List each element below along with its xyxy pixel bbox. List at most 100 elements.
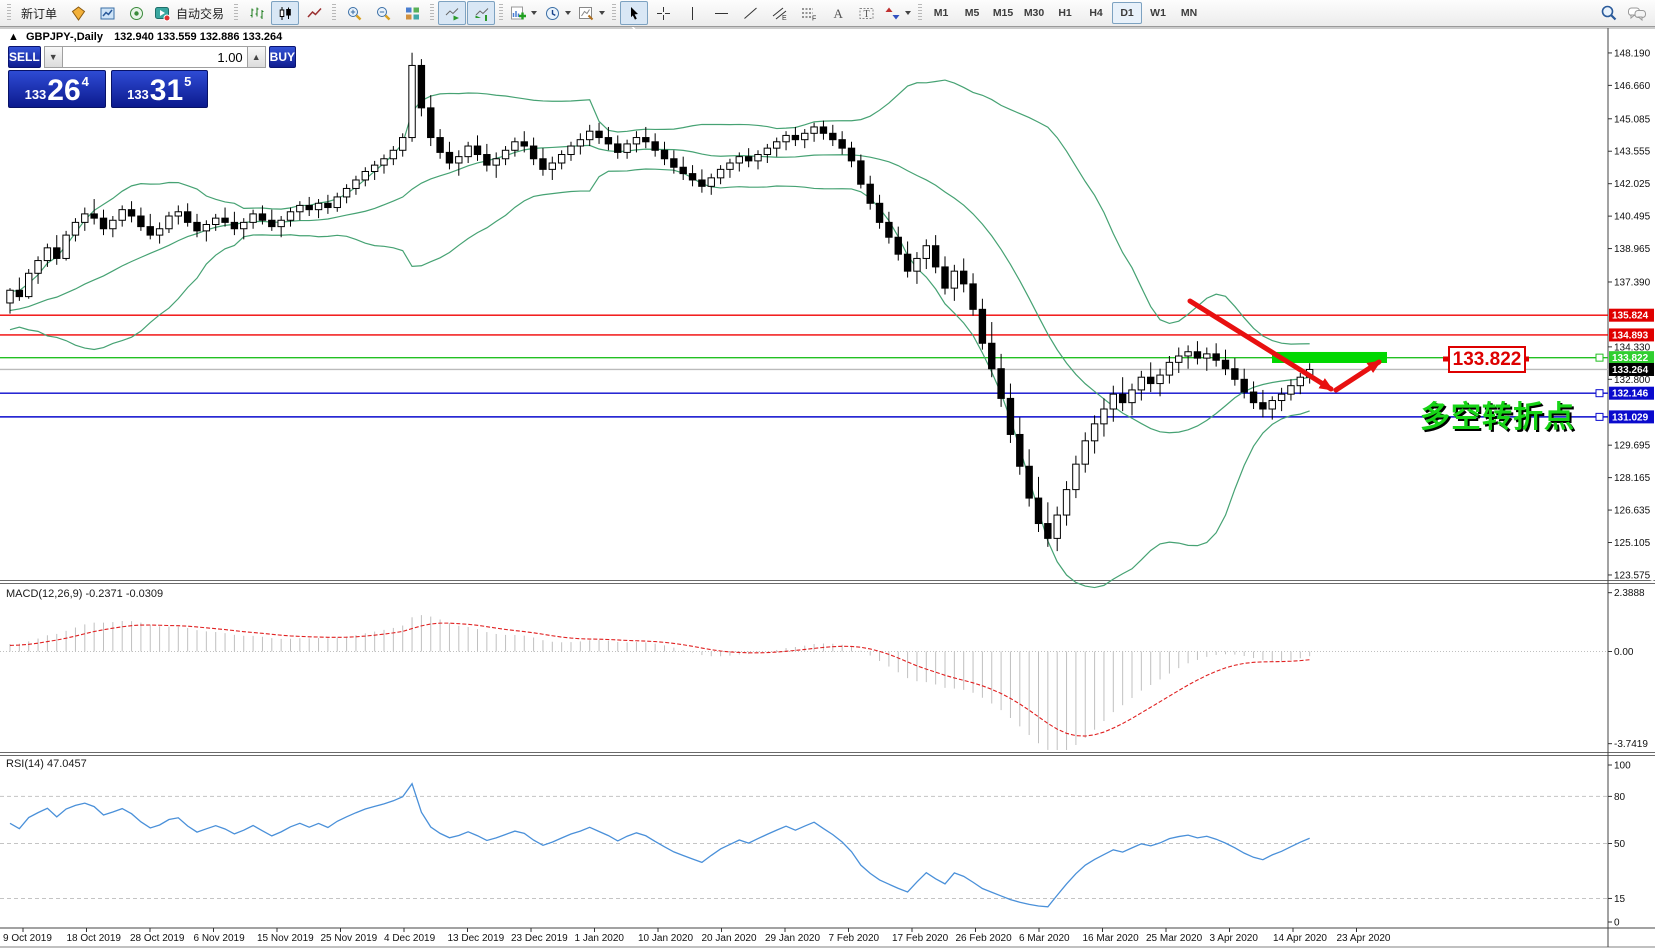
line-end-marker bbox=[1595, 353, 1604, 362]
line-chart-icon bbox=[306, 7, 322, 18]
symbol-header: ▲ GBPJPY-,Daily 132.940 133.559 132.886 … bbox=[8, 31, 282, 43]
timeframe-h1-button[interactable]: H1 bbox=[1058, 7, 1072, 19]
horizontal-line-icon bbox=[714, 12, 728, 14]
candle bbox=[875, 202, 884, 223]
candle bbox=[586, 130, 594, 141]
timeframe-w1-button[interactable]: W1 bbox=[1150, 7, 1166, 19]
fibonacci-tool-button[interactable]: F bbox=[794, 1, 822, 25]
zoom-out-button[interactable] bbox=[369, 1, 397, 25]
candle bbox=[1044, 523, 1052, 539]
candle bbox=[679, 166, 687, 175]
auto-scroll-button[interactable] bbox=[438, 1, 467, 25]
candle bbox=[1259, 402, 1267, 410]
candle bbox=[903, 253, 912, 272]
timeframe-d1-button[interactable]: D1 bbox=[1112, 2, 1143, 24]
period-button[interactable] bbox=[541, 1, 574, 25]
vertical-line-icon bbox=[691, 6, 693, 20]
arrows-tool-button[interactable] bbox=[881, 1, 914, 25]
buy-button[interactable]: BUY bbox=[268, 46, 297, 68]
candle bbox=[913, 257, 921, 272]
svg-text:25 Mar 2020: 25 Mar 2020 bbox=[1146, 933, 1203, 944]
zoom-in-button[interactable] bbox=[340, 1, 368, 25]
sell-price-button[interactable]: 133 26 4 bbox=[8, 70, 106, 108]
buy-price-button[interactable]: 133 31 5 bbox=[110, 70, 208, 108]
candle bbox=[165, 215, 173, 230]
chat-button[interactable] bbox=[1623, 1, 1651, 25]
chart-shift-button[interactable] bbox=[467, 1, 496, 25]
text-tool-button[interactable]: A bbox=[823, 1, 851, 25]
candle bbox=[399, 137, 407, 151]
svg-text:134.893: 134.893 bbox=[1612, 330, 1649, 341]
svg-text:3 Apr 2020: 3 Apr 2020 bbox=[1210, 933, 1259, 944]
svg-text:146.660: 146.660 bbox=[1614, 81, 1651, 92]
bollinger-middle bbox=[9, 144, 1310, 434]
horizontal-line-tool-button[interactable] bbox=[707, 1, 735, 25]
candle bbox=[34, 260, 42, 274]
candle bbox=[885, 221, 893, 238]
subwindow-expand-icon[interactable]: ▲ bbox=[8, 31, 19, 43]
svg-text:16 Mar 2020: 16 Mar 2020 bbox=[1083, 933, 1140, 944]
svg-text:125.105: 125.105 bbox=[1614, 538, 1651, 549]
volume-increase-button[interactable]: ▲ bbox=[246, 46, 266, 68]
navigator-button[interactable] bbox=[122, 1, 150, 25]
candle bbox=[539, 158, 547, 170]
svg-text:2.3888: 2.3888 bbox=[1614, 588, 1645, 599]
svg-text:4 Dec 2019: 4 Dec 2019 bbox=[384, 933, 436, 944]
candle bbox=[127, 209, 136, 217]
candle bbox=[894, 236, 902, 255]
toolbar-grip bbox=[499, 4, 504, 22]
candle bbox=[6, 289, 14, 304]
bar-chart-mode-button[interactable] bbox=[242, 1, 270, 25]
text-icon: A bbox=[833, 6, 843, 21]
svg-text:A: A bbox=[833, 6, 843, 21]
cursor-tool-button[interactable] bbox=[620, 1, 649, 25]
macd-panel bbox=[0, 615, 1608, 751]
timeframe-mn-button[interactable]: MN bbox=[1180, 7, 1198, 19]
timeframe-m5-button[interactable]: M5 bbox=[964, 7, 980, 19]
candlestick-mode-button[interactable] bbox=[271, 1, 300, 25]
autotrade-button[interactable]: 自动交易 bbox=[151, 1, 230, 25]
svg-text:143.555: 143.555 bbox=[1614, 147, 1651, 158]
crosshair-tool-button[interactable] bbox=[649, 1, 677, 25]
candle bbox=[455, 156, 463, 164]
timeframe-m30-button[interactable]: M30 bbox=[1023, 7, 1045, 19]
ohlc-bars-icon bbox=[250, 7, 264, 19]
candle bbox=[427, 107, 435, 139]
price-badge bbox=[1609, 308, 1654, 322]
new-order-button[interactable]: 新订单 bbox=[15, 1, 63, 25]
profiles-button[interactable] bbox=[64, 1, 92, 25]
text-label-tool-button[interactable]: T bbox=[852, 1, 880, 25]
volume-input[interactable] bbox=[62, 46, 247, 68]
candle bbox=[15, 289, 24, 298]
search-button[interactable] bbox=[1595, 1, 1623, 25]
vertical-line-tool-button[interactable] bbox=[678, 1, 706, 25]
svg-text:T: T bbox=[863, 9, 869, 20]
svg-text:17 Feb 2020: 17 Feb 2020 bbox=[892, 933, 949, 944]
candle bbox=[1249, 391, 1258, 404]
gem-icon bbox=[71, 5, 85, 21]
tile-windows-button[interactable] bbox=[398, 1, 426, 25]
timeframe-m1-button[interactable]: M1 bbox=[933, 7, 949, 19]
callout-handle bbox=[1524, 356, 1529, 362]
add-indicator-button[interactable] bbox=[507, 1, 540, 25]
line-chart-mode-button[interactable] bbox=[300, 1, 328, 25]
trendline-tool-button[interactable] bbox=[736, 1, 764, 25]
channel-tool-button[interactable]: E bbox=[765, 1, 793, 25]
template-button[interactable] bbox=[575, 1, 608, 25]
cursor-icon bbox=[630, 6, 638, 20]
volume-stepper: ▼ ▲ bbox=[43, 46, 266, 68]
candle bbox=[1081, 440, 1089, 465]
candle bbox=[370, 164, 379, 172]
svg-text:133.264: 133.264 bbox=[1612, 365, 1649, 376]
svg-text:132.146: 132.146 bbox=[1612, 389, 1649, 400]
timeframe-h4-button[interactable]: H4 bbox=[1089, 7, 1103, 19]
timeframe-m15-button[interactable]: M15 bbox=[992, 7, 1014, 19]
sell-button[interactable]: SELL bbox=[8, 46, 41, 68]
candle bbox=[819, 126, 828, 134]
volume-decrease-button[interactable]: ▼ bbox=[43, 46, 63, 68]
market-watch-button[interactable] bbox=[93, 1, 121, 25]
candle bbox=[604, 137, 613, 145]
candle bbox=[62, 234, 70, 259]
candle bbox=[866, 183, 874, 204]
